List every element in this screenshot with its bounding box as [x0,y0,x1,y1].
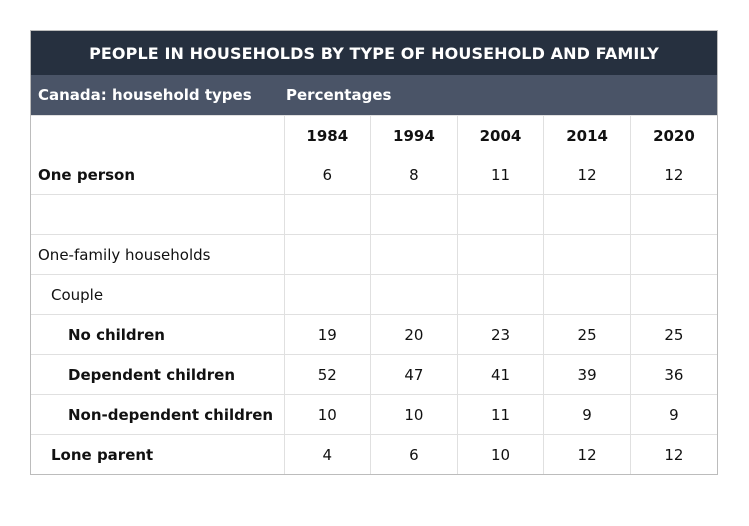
table-cell [283,234,371,275]
table-cell [543,194,631,235]
subheader-bar: Canada: household types Percentages [31,75,717,115]
column-header: 2020 [629,115,717,155]
corner-cell [31,115,284,155]
table-cell: 11 [456,394,544,435]
row-label: One person [38,165,136,184]
row-header-label: Canada: household types [38,86,252,104]
table-cell [283,274,371,315]
table-cell [283,194,371,235]
table-cell [456,234,544,275]
row-label: Couple [31,274,284,315]
table-cell: 10 [370,394,458,435]
table-row: No children 19 20 23 25 25 [31,314,717,355]
table-cell [370,234,458,275]
table-cell: 47 [370,354,458,395]
table-row: Couple [31,274,717,315]
table-row: Non-dependent children 10 10 11 9 9 [31,394,717,435]
table-cell: 52 [283,354,371,395]
row-label: Dependent children [31,354,284,395]
table-cell [456,274,544,315]
unit-label: Percentages [286,86,392,104]
table-cell: 4 [283,434,371,474]
table-title: PEOPLE IN HOUSEHOLDS BY TYPE OF HOUSEHOL… [31,31,717,75]
table-cell: 12 [629,434,717,474]
row-label [31,194,284,235]
table-row: One person 6 8 11 12 12 [31,155,717,195]
table-cell [370,194,458,235]
table-row: Lone parent 4 6 10 12 12 [31,434,717,474]
table-cell: 6 [283,155,371,195]
table-cell [370,274,458,315]
values-table: 1984 1994 2004 2014 2020 One person 6 8 … [31,115,717,474]
table-cell: 20 [370,314,458,355]
table-cell: 41 [456,354,544,395]
data-table: PEOPLE IN HOUSEHOLDS BY TYPE OF HOUSEHOL… [30,30,718,475]
table-cell: 10 [456,434,544,474]
table-cell: 10 [283,394,371,435]
column-header: 1994 [370,115,458,155]
table-cell: 12 [629,155,717,195]
table-cell [543,234,631,275]
table-cell [543,274,631,315]
table-cell [456,194,544,235]
table-cell [629,194,717,235]
table-row: One-family households [31,234,717,275]
column-header-row: 1984 1994 2004 2014 2020 [31,115,717,155]
table-cell: 9 [629,394,717,435]
table-cell: 6 [370,434,458,474]
table-cell: 11 [456,155,544,195]
table-row [31,194,717,235]
row-label: One-family households [31,234,284,275]
column-header: 1984 [283,115,371,155]
table-row: Dependent children 52 47 41 39 36 [31,354,717,395]
table-cell: 12 [543,434,631,474]
table-cell: 36 [629,354,717,395]
column-header: 2014 [543,115,631,155]
row-label: Non-dependent children [31,394,284,435]
table-cell: 19 [283,314,371,355]
table-cell: 23 [456,314,544,355]
table-cell [629,274,717,315]
table-cell: 25 [629,314,717,355]
table-cell: 25 [543,314,631,355]
table-cell: 8 [370,155,458,195]
row-label: No children [31,314,284,355]
row-label: Lone parent [31,434,284,474]
table-cell: 12 [543,155,631,195]
table-cell [629,234,717,275]
column-header: 2004 [456,115,544,155]
table-cell: 39 [543,354,631,395]
table-cell: 9 [543,394,631,435]
